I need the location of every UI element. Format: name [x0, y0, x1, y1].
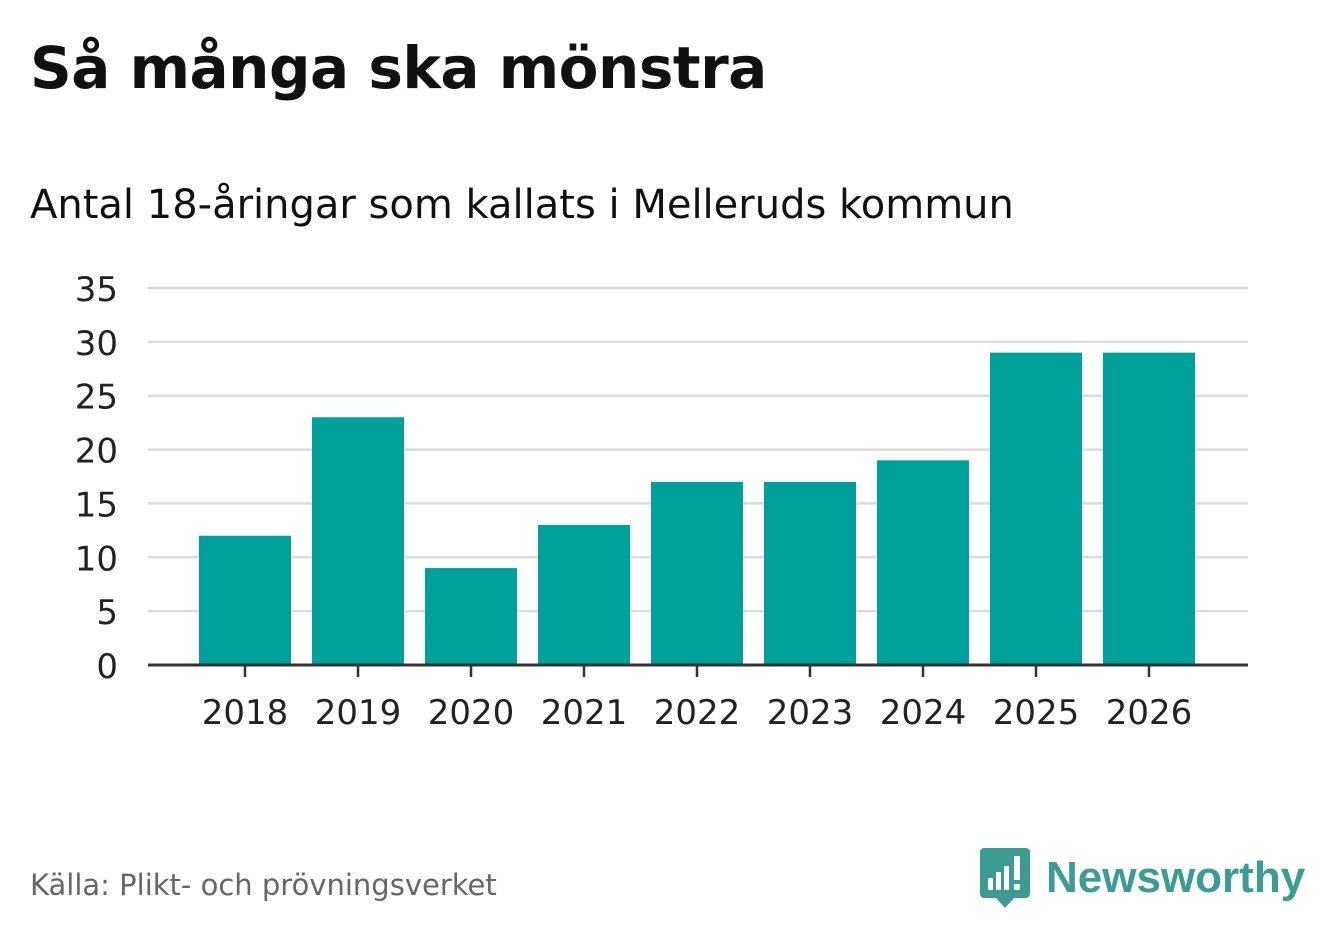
- y-tick-label: 5: [96, 593, 118, 633]
- newsworthy-logo-icon: [980, 848, 1030, 908]
- y-tick-label: 35: [75, 270, 118, 310]
- x-tick-label: 2025: [993, 693, 1080, 733]
- x-tick-label: 2018: [202, 693, 289, 733]
- x-tick-label: 2022: [654, 693, 741, 733]
- x-tick-label: 2019: [315, 693, 402, 733]
- x-axis-ticks: 2018 2019 2020 2021 2022 2023 2024 2025 2026: [202, 665, 1193, 733]
- y-tick-label: 10: [75, 539, 118, 579]
- x-tick-label: 2023: [767, 693, 854, 733]
- x-tick-label: 2020: [428, 693, 515, 733]
- y-axis-ticks: 0 5 10 15 20 25 30 35: [75, 270, 118, 687]
- bar-2024: [877, 460, 969, 665]
- bar-2022: [651, 481, 743, 665]
- bar-2021: [538, 524, 630, 665]
- chart-subtitle: Antal 18-åringar som kallats i Melleruds…: [30, 182, 1014, 228]
- y-tick-label: 25: [75, 378, 118, 418]
- bar-2018: [199, 535, 291, 665]
- y-tick-label: 30: [75, 324, 118, 364]
- y-tick-label: 20: [75, 432, 118, 472]
- bar-2023: [764, 481, 856, 665]
- y-tick-label: 15: [75, 485, 118, 525]
- bar-2025: [990, 352, 1082, 665]
- chart-title: Så många ska mönstra: [30, 34, 767, 102]
- y-tick-label: 0: [96, 647, 118, 687]
- source-note: Källa: Plikt- och prövningsverket: [30, 868, 497, 902]
- brand-logo: Newsworthy: [980, 848, 1305, 908]
- bar-2020: [425, 568, 517, 665]
- brand-name: Newsworthy: [1046, 853, 1306, 902]
- x-tick-label: 2021: [541, 693, 628, 733]
- bars: [199, 352, 1195, 665]
- bar-2019: [312, 417, 404, 665]
- bar-2026: [1103, 352, 1195, 665]
- x-tick-label: 2026: [1106, 693, 1193, 733]
- x-tick-label: 2024: [880, 693, 967, 733]
